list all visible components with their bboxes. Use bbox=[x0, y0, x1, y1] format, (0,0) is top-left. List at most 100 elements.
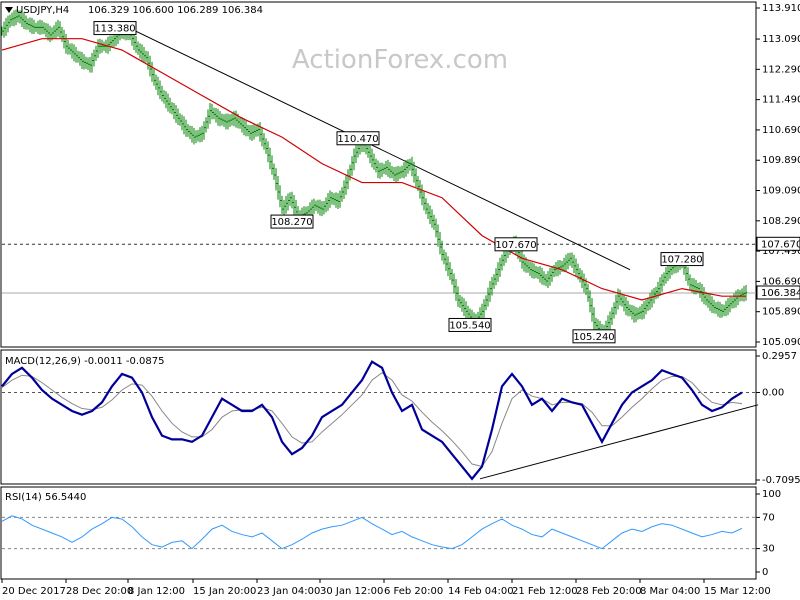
price-bar bbox=[331, 191, 333, 205]
price-bar bbox=[227, 113, 229, 130]
price-trendline bbox=[119, 23, 631, 271]
price-bar bbox=[203, 121, 205, 140]
price-bar bbox=[371, 148, 373, 168]
price-bar bbox=[627, 300, 629, 317]
current-price-line: 106.384 bbox=[2, 285, 800, 300]
price-bar bbox=[91, 53, 93, 73]
price-bar bbox=[543, 271, 545, 286]
price-bar bbox=[387, 159, 389, 177]
price-bar bbox=[391, 166, 393, 179]
rsi-title: RSI(14) 56.5440 bbox=[5, 492, 86, 503]
time-tick-label: 23 Jan 04:00 bbox=[257, 586, 320, 597]
price-bar bbox=[95, 45, 97, 61]
price-bar bbox=[163, 90, 165, 104]
macd-panel: 0.2957 0.00 -0.7095 MACD(12,26,9) -0.0011 … bbox=[0, 349, 800, 486]
macd-axis: 0.2957 0.00 -0.7095 bbox=[756, 351, 800, 486]
price-bar bbox=[539, 266, 541, 283]
annotation-label: 107.280 bbox=[661, 255, 702, 266]
main-price-panel: 113.910 113.090 112.290 111.490 110.690 109.8… bbox=[0, 1, 800, 348]
main-panel-frame bbox=[0, 1, 757, 348]
price-bar bbox=[489, 281, 491, 302]
price-bar bbox=[201, 125, 203, 142]
price-bar bbox=[559, 259, 561, 275]
price-bar bbox=[247, 124, 249, 137]
price-bar bbox=[449, 262, 451, 281]
macd-title: MACD(12,26,9) -0.0011 -0.0875 bbox=[5, 356, 165, 367]
price-bar bbox=[503, 249, 505, 266]
price-bar bbox=[723, 304, 725, 317]
dropdown-triangle-icon bbox=[5, 7, 13, 13]
price-bar bbox=[199, 127, 201, 143]
price-bar bbox=[335, 192, 337, 208]
price-bar bbox=[641, 303, 643, 320]
rsi-tick-label: 0 bbox=[762, 567, 768, 578]
price-bar bbox=[443, 249, 445, 265]
price-bar bbox=[147, 51, 149, 70]
price-bar bbox=[651, 289, 653, 308]
annotation-label: 108.270 bbox=[271, 217, 312, 228]
price-bar bbox=[663, 272, 665, 286]
price-bar bbox=[727, 298, 729, 316]
annotation-label: 105.540 bbox=[449, 320, 490, 331]
price-bar bbox=[93, 49, 95, 67]
price-bar bbox=[731, 297, 733, 309]
annotation-box bbox=[336, 131, 380, 146]
price-bar bbox=[461, 296, 463, 312]
price-bar bbox=[239, 117, 241, 129]
price-bar bbox=[241, 117, 243, 133]
price-bar bbox=[193, 127, 195, 145]
price-bar bbox=[205, 117, 207, 133]
price-bar bbox=[33, 19, 35, 34]
price-bar bbox=[615, 294, 617, 315]
symbol-label: USDJPY,H4 bbox=[16, 5, 69, 16]
price-bar bbox=[643, 301, 645, 319]
price-bar bbox=[735, 290, 737, 308]
price-bar bbox=[45, 23, 47, 38]
rsi-axis: 100 70 30 0 bbox=[756, 489, 781, 578]
price-bar bbox=[275, 168, 277, 191]
price-bar bbox=[717, 301, 719, 317]
price-bar bbox=[153, 69, 155, 86]
price-bar bbox=[85, 56, 87, 69]
price-bar bbox=[271, 155, 273, 175]
price-bar bbox=[209, 103, 211, 124]
price-bar bbox=[407, 159, 409, 174]
price-bar bbox=[261, 126, 263, 147]
price-bar bbox=[251, 124, 253, 141]
price-bar bbox=[523, 254, 525, 272]
annotation-box bbox=[93, 21, 137, 36]
price-bar bbox=[545, 273, 547, 287]
rsi-tick-label: 70 bbox=[762, 512, 775, 523]
price-bar bbox=[71, 43, 73, 59]
price-bar bbox=[167, 93, 169, 112]
price-bar bbox=[435, 218, 437, 238]
price-bar bbox=[609, 311, 611, 331]
price-tick-label: 105.890 bbox=[762, 307, 800, 318]
price-bar bbox=[219, 111, 221, 127]
price-bar bbox=[15, 9, 17, 26]
price-bar bbox=[547, 271, 549, 289]
price-bar bbox=[385, 160, 387, 175]
price-bar bbox=[741, 288, 743, 302]
price-tick-label: 109.090 bbox=[762, 186, 800, 197]
time-tick-label: 14 Feb 04:00 bbox=[448, 586, 514, 597]
price-bar bbox=[661, 274, 663, 292]
price-bar bbox=[165, 91, 167, 109]
price-bar bbox=[321, 201, 323, 217]
symbol-header: USDJPY,H4 106.329 106.600 106.289 106.38… bbox=[5, 5, 263, 16]
price-bar bbox=[59, 21, 61, 39]
price-bar bbox=[645, 299, 647, 315]
price-bar bbox=[103, 41, 105, 51]
price-bar bbox=[31, 17, 33, 34]
price-bar bbox=[185, 119, 187, 137]
price-bar bbox=[725, 300, 727, 317]
price-bar bbox=[687, 267, 689, 286]
price-annotations: 113.380 110.470 108.270 107.670 107.280 105.5… bbox=[93, 21, 704, 344]
price-bar bbox=[211, 103, 213, 120]
price-bar bbox=[75, 46, 77, 63]
price-bar bbox=[389, 162, 391, 179]
price-bar bbox=[243, 118, 245, 136]
price-bar bbox=[229, 114, 231, 127]
time-tick-label: 28 Dec 20:00 bbox=[66, 586, 133, 597]
price-bar bbox=[421, 184, 423, 206]
